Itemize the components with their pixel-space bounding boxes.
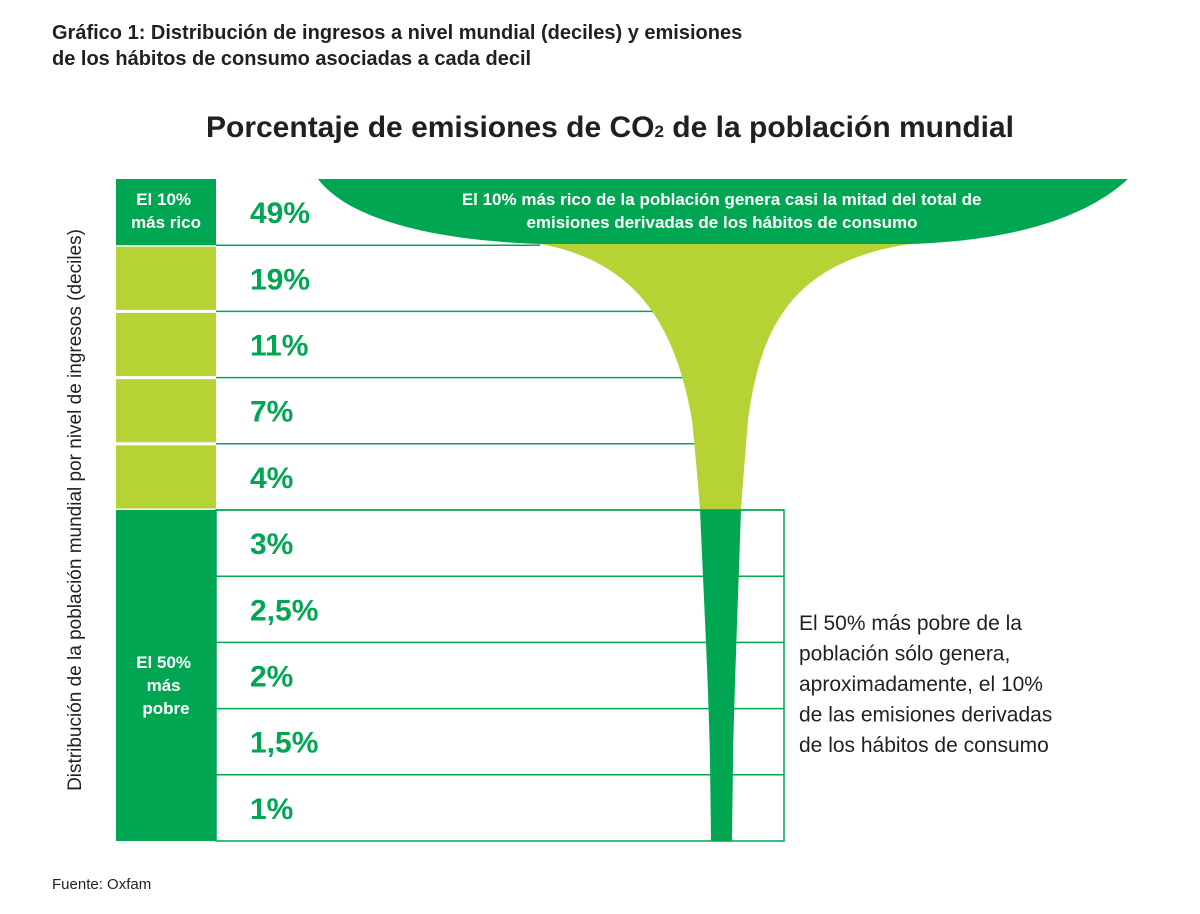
funnel-richest-band (318, 179, 1128, 244)
decile-value-label: 3% (250, 528, 293, 561)
decile-value-label: 4% (250, 462, 293, 495)
middle-decile-block (116, 445, 216, 509)
figure-caption-line-2: de los hábitos de consumo asociadas a ca… (52, 48, 532, 70)
annotation-poorest: El 50% más pobre de la población sólo gen… (799, 612, 1052, 757)
annotation-richest-line-2: emisiones derivadas de los hábitos de co… (526, 213, 917, 232)
decile-value-label: 7% (250, 396, 293, 429)
decile-value-label: 49% (250, 197, 310, 230)
decile-value-label: 1% (250, 793, 293, 826)
richest-decile-label: El 10% más rico (131, 190, 201, 232)
funnel-poorest-stem (700, 510, 741, 841)
chart-title: Porcentaje de emisiones de CO2 de la pob… (206, 111, 1014, 144)
richest-label-line-2: más rico (131, 213, 201, 232)
annotation-poorest-line: de las emisiones derivadas (799, 704, 1052, 727)
figure-caption: Gráfico 1: Distribución de ingresos a ni… (52, 20, 852, 72)
middle-decile-block (116, 246, 216, 310)
decile-value-label: 2,5% (250, 594, 318, 627)
decile-value-label: 1,5% (250, 727, 318, 760)
annotation-richest: El 10% más rico de la población genera c… (462, 190, 986, 232)
y-axis-label: Distribución de la población mundial por… (65, 229, 86, 791)
emissions-funnel (318, 179, 1128, 841)
richest-label-line-1: El 10% (136, 190, 191, 209)
middle-decile-block (116, 379, 216, 443)
annotation-poorest-line: población sólo genera, (799, 643, 1010, 666)
funnel-middle-neck (540, 244, 910, 510)
annotation-poorest-line: aproximadamente, el 10% (799, 673, 1043, 696)
chart-title-main: Porcentaje de emisiones de CO (206, 111, 655, 144)
poorest-label-line-2: más (147, 676, 181, 695)
chart-title-subscript: 2 (654, 122, 663, 141)
poorest-half-label: El 50% más pobre (136, 653, 196, 718)
decile-rows: 49% 19% 11% 7% 4% 3% 2,5% 2% 1,5% 1% (216, 197, 784, 826)
richest-decile-block (116, 179, 216, 246)
decile-value-label: 11% (250, 330, 308, 363)
decile-group-blocks (116, 179, 216, 841)
poorest-half-bracket (215, 509, 785, 842)
poorest-half-block (116, 510, 216, 841)
source-note: Fuente: Oxfam (52, 876, 152, 893)
figure-caption-line-1: Gráfico 1: Distribución de ingresos a ni… (52, 22, 743, 44)
annotation-poorest-line: de los hábitos de consumo (799, 734, 1049, 757)
annotation-richest-line-1: El 10% más rico de la población genera c… (462, 190, 982, 209)
poorest-label-line-3: pobre (142, 699, 189, 718)
decile-value-label: 2% (250, 661, 293, 694)
middle-decile-block (116, 312, 216, 377)
annotation-poorest-line: El 50% más pobre de la (799, 612, 1022, 635)
decile-value-label: 19% (250, 263, 310, 296)
chart-title-rest: de la población mundial (664, 111, 1014, 144)
poorest-label-line-1: El 50% (136, 653, 191, 672)
